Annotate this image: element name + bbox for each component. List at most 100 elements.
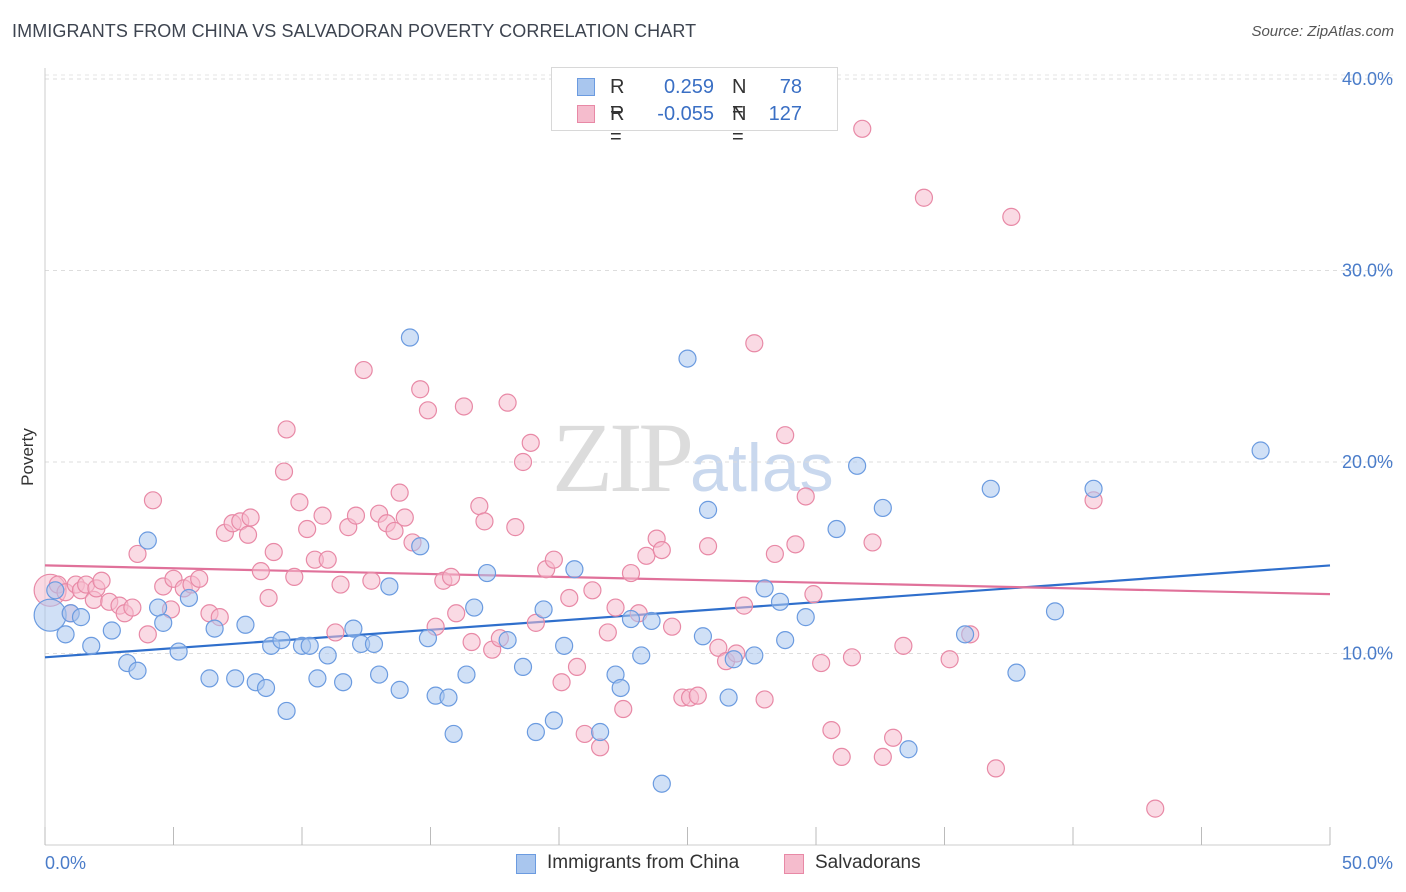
point-china (827, 519, 846, 539)
point-salvadoran (873, 747, 892, 767)
point-salvadoran (745, 334, 764, 353)
point-salvadoran (853, 119, 872, 138)
point-china (611, 678, 630, 698)
point-china (344, 619, 363, 638)
point-china (128, 661, 147, 680)
y-axis-label: Poverty (18, 428, 37, 486)
point-china (390, 680, 409, 699)
legend-n-label: N = (732, 103, 747, 148)
point-china (1084, 479, 1103, 498)
point-salvadoran (796, 487, 815, 506)
legend-swatch-china (577, 78, 595, 96)
point-salvadoran (863, 533, 882, 552)
point-salvadoran (652, 540, 671, 560)
point-china (621, 609, 641, 629)
point-china (71, 608, 91, 627)
point-china (565, 560, 584, 579)
point-salvadoran (274, 462, 294, 481)
point-salvadoran (544, 550, 563, 569)
point-china (318, 646, 337, 665)
point-salvadoran (606, 598, 625, 617)
point-salvadoran (812, 653, 831, 673)
point-china (652, 774, 671, 793)
point-salvadoran (395, 508, 414, 527)
point-china (102, 621, 121, 640)
point-china (138, 531, 157, 550)
point-china (411, 537, 430, 556)
point-salvadoran (92, 571, 111, 590)
point-china (796, 608, 815, 627)
point-china (154, 613, 173, 632)
point-china (1045, 602, 1065, 621)
point-salvadoran (552, 673, 571, 692)
point-salvadoran (842, 648, 862, 667)
point-china (400, 328, 420, 347)
point-china (477, 563, 497, 583)
point-salvadoran (940, 650, 959, 669)
point-salvadoran (1002, 207, 1021, 226)
point-salvadoran (354, 360, 373, 380)
grid (45, 74, 1395, 654)
legend-n-value: 78 (779, 76, 802, 98)
point-salvadoran (614, 699, 633, 719)
point-china (457, 665, 476, 684)
point-salvadoran (986, 759, 1006, 778)
point-salvadoran (786, 535, 805, 554)
y-tick-label: 10.0% (1342, 644, 1393, 664)
point-salvadoran (285, 567, 304, 587)
point-china (272, 630, 291, 650)
point-salvadoran (123, 598, 142, 617)
point-china (642, 611, 661, 631)
point-salvadoran (1146, 799, 1165, 818)
point-china (899, 740, 918, 759)
point-china (56, 625, 75, 644)
point-china (755, 579, 774, 598)
point-china (256, 678, 276, 698)
point-salvadoran (318, 550, 337, 569)
point-salvadoran (259, 588, 278, 608)
point-china (848, 456, 867, 475)
point-china (439, 688, 458, 707)
point-china (555, 636, 574, 655)
point-china (526, 722, 545, 742)
point-salvadoran (470, 496, 489, 516)
point-salvadoran (447, 604, 466, 623)
point-china (46, 581, 65, 600)
point-salvadoran (454, 397, 474, 416)
x-tick-label: 0.0% (45, 853, 86, 873)
point-china (148, 598, 168, 617)
point-salvadoran (567, 657, 587, 677)
point-salvadoran (462, 632, 481, 652)
data-points (33, 119, 1270, 818)
point-china (498, 630, 517, 650)
point-salvadoran (313, 506, 332, 525)
point-salvadoran (914, 188, 934, 207)
point-salvadoran (390, 483, 409, 502)
legend-n-value: 127 (768, 103, 802, 125)
point-china (200, 669, 219, 688)
legend-r-label: R = (610, 103, 625, 148)
point-salvadoran (298, 519, 317, 539)
point-china (334, 673, 353, 692)
point-salvadoran (128, 544, 147, 564)
point-salvadoran (755, 690, 774, 709)
point-salvadoran (709, 638, 728, 657)
point-salvadoran (475, 512, 494, 531)
point-salvadoran (560, 588, 579, 608)
trend-lines (44, 564, 1331, 659)
bottom-legend-swatch-china (516, 854, 536, 874)
axes (44, 68, 1331, 846)
y-tick-label: 30.0% (1342, 261, 1393, 281)
point-salvadoran (894, 636, 913, 655)
point-salvadoran (277, 420, 296, 439)
point-salvadoran (498, 393, 517, 412)
point-salvadoran (734, 596, 754, 615)
point-china (169, 642, 188, 661)
point-china (724, 650, 743, 669)
point-china (179, 588, 199, 608)
point-china (632, 646, 651, 665)
point-salvadoran (418, 401, 438, 420)
point-china (1251, 441, 1270, 460)
point-salvadoran (241, 508, 260, 527)
